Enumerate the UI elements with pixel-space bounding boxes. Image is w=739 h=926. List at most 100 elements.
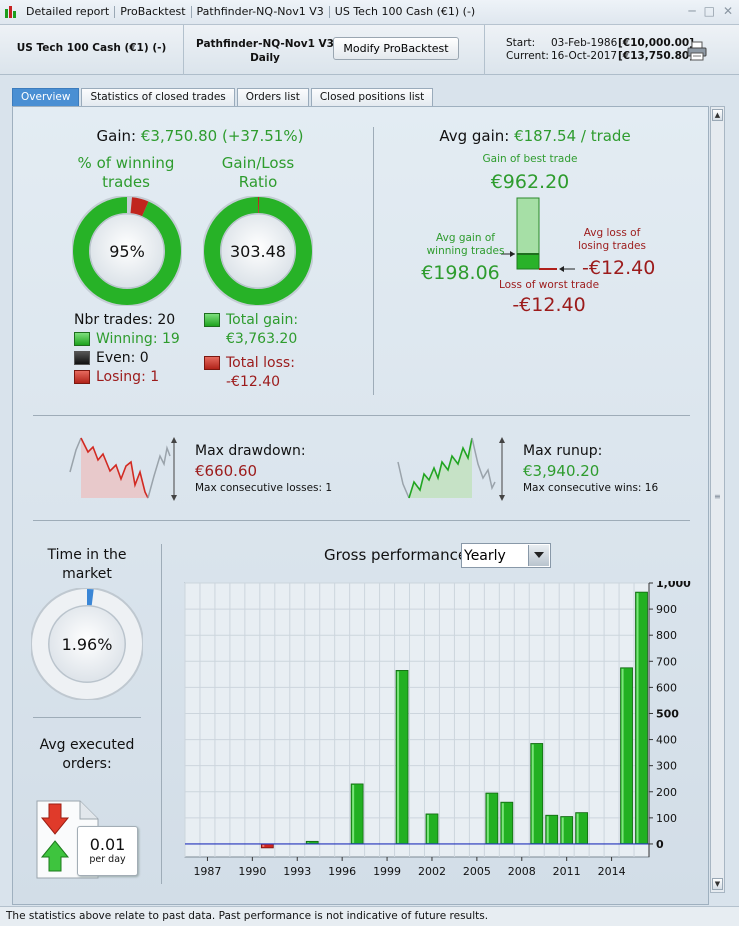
avg-win-value: €198.06 bbox=[421, 262, 500, 284]
total-gain-value: €3,763.20 bbox=[226, 330, 298, 347]
ratio-value-text: 303.48 bbox=[230, 242, 286, 261]
winning-count: Winning: 19 bbox=[74, 329, 180, 348]
orders-per-day-unit: per day bbox=[89, 854, 126, 865]
printer-icon[interactable] bbox=[686, 41, 708, 61]
x-tick-label: 2011 bbox=[553, 865, 581, 878]
tab-closed-positions-list[interactable]: Closed positions list bbox=[310, 88, 434, 106]
time-in-market-donut bbox=[31, 588, 143, 700]
maximize-icon[interactable]: □ bbox=[703, 4, 715, 18]
max-consecutive-losses: Max consecutive losses: 1 bbox=[195, 482, 333, 494]
x-tick-label: 1996 bbox=[328, 865, 356, 878]
candlestick-app-icon bbox=[4, 5, 18, 19]
avg-gain-gauge bbox=[501, 197, 575, 272]
crumb-strategy[interactable]: Pathfinder-NQ-Nov1 V3 bbox=[192, 6, 330, 18]
drawdown-sparkline-icon bbox=[69, 437, 177, 501]
y-tick-label: 600 bbox=[656, 681, 677, 694]
gain-loss-totals: Total gain: €3,763.20 Total loss: -€12.4… bbox=[204, 310, 298, 391]
winning-trades-title: % of winning trades bbox=[77, 154, 175, 191]
green-square-icon bbox=[204, 312, 220, 327]
orders-per-day-value: 0.01 bbox=[89, 835, 126, 854]
gross-performance-chart: 0 100 200 300 400 500 600 700 800 900 1,000 1987 199… bbox=[184, 581, 691, 878]
minimize-icon[interactable]: ─ bbox=[688, 4, 696, 18]
total-loss-label-row: Total loss: bbox=[204, 353, 298, 372]
x-tick-label: 1990 bbox=[238, 865, 266, 878]
best-trade-label: Gain of best trade bbox=[482, 153, 578, 165]
current-label: Current: bbox=[506, 50, 549, 62]
even-count: Even: 0 bbox=[74, 348, 180, 367]
gain-loss-ratio-title: Gain/Loss Ratio bbox=[221, 154, 295, 191]
y-tick-label: 400 bbox=[656, 734, 677, 747]
x-tick-label: 1999 bbox=[373, 865, 401, 878]
total-loss-value: -€12.40 bbox=[226, 373, 281, 390]
winning-pct-text: 95% bbox=[109, 242, 145, 261]
x-tick-label: 1987 bbox=[193, 865, 221, 878]
disclaimer-footer: The statistics above relate to past data… bbox=[0, 906, 739, 926]
max-runup-value: €3,940.20 bbox=[523, 462, 600, 480]
best-trade-value: €962.20 bbox=[490, 171, 570, 193]
max-drawdown-value: €660.60 bbox=[195, 462, 258, 480]
y-tick-label: 200 bbox=[656, 786, 677, 799]
y-tick-label: 900 bbox=[656, 603, 677, 616]
start-capital: [€10,000.00] bbox=[618, 37, 695, 49]
crumb-probacktest[interactable]: ProBacktest bbox=[115, 6, 192, 18]
max-runup-label: Max runup: bbox=[523, 443, 603, 459]
scroll-grip-icon[interactable]: ≡ bbox=[714, 492, 721, 501]
gross-performance-title: Gross performance bbox=[324, 546, 468, 564]
close-icon[interactable]: ✕ bbox=[722, 4, 733, 18]
gain-value: €3,750.80 (+37.51%) bbox=[140, 127, 304, 145]
worst-trade-value: -€12.40 bbox=[512, 294, 586, 316]
buy-arrow-icon bbox=[40, 840, 70, 872]
y-tick-label: 700 bbox=[656, 655, 677, 668]
crumb-instrument[interactable]: US Tech 100 Cash (€1) (-) bbox=[334, 5, 476, 18]
window-controls: ─ □ ✕ bbox=[688, 4, 733, 18]
avg-loss-label: Avg loss of losing trades bbox=[578, 227, 646, 252]
y-tick-label: 300 bbox=[656, 760, 677, 773]
scroll-down-icon[interactable]: ▼ bbox=[712, 878, 723, 890]
y-tick-label: 100 bbox=[656, 812, 677, 825]
sell-arrow-icon bbox=[40, 803, 70, 835]
red-square-icon bbox=[74, 369, 90, 384]
winning-trades-donut bbox=[72, 196, 182, 306]
start-date: 03-Feb-1986 bbox=[551, 37, 618, 49]
loss-share-arc bbox=[204, 197, 312, 305]
green-square-icon bbox=[74, 331, 90, 346]
report-header: US Tech 100 Cash (€1) (-) Pathfinder-NQ-… bbox=[0, 25, 739, 75]
x-tick-label: 2002 bbox=[418, 865, 446, 878]
crumb-detailed-report[interactable]: Detailed report bbox=[21, 6, 116, 18]
nbr-trades: Nbr trades: 20 bbox=[74, 311, 176, 328]
avg-gain-label: Avg gain: bbox=[439, 127, 515, 145]
x-tick-label: 1993 bbox=[283, 865, 311, 878]
time-in-market-value: 1.96% bbox=[61, 635, 113, 654]
trade-counts: Nbr trades: 20 Winning: 19 Even: 0 Losin… bbox=[74, 310, 180, 386]
avg-win-bar bbox=[516, 253, 540, 270]
x-tick-label: 2014 bbox=[598, 865, 626, 878]
title-bar: Detailed report ProBacktest Pathfinder-N… bbox=[0, 0, 739, 25]
y-tick-label: 0 bbox=[656, 838, 664, 851]
tab-orders-list[interactable]: Orders list bbox=[236, 88, 309, 106]
backtest-period: Start: 03-Feb-1986 [€10,000.00] Current:… bbox=[506, 37, 694, 63]
period-select[interactable]: Yearly bbox=[461, 543, 551, 568]
strategy-timeframe: Daily bbox=[250, 52, 280, 64]
tab-overview[interactable]: Overview bbox=[12, 88, 80, 106]
scroll-up-icon[interactable]: ▲ bbox=[712, 109, 723, 121]
gain-summary: Gain: €3,750.80 (+37.51%) bbox=[60, 127, 340, 145]
avg-loss-value: -€12.40 bbox=[582, 257, 656, 279]
y-tick-label: 500 bbox=[656, 707, 679, 720]
y-tick-label: 1,000 bbox=[656, 581, 691, 590]
current-capital: [€13,750.80] bbox=[618, 50, 695, 62]
time-in-market-title: Time in the market bbox=[47, 547, 127, 582]
x-tick-label: 2005 bbox=[463, 865, 491, 878]
y-tick-label: 800 bbox=[656, 629, 677, 642]
avg-gain-summary: Avg gain: €187.54 / trade bbox=[420, 127, 650, 145]
losing-count: Losing: 1 bbox=[74, 367, 180, 386]
max-consecutive-wins: Max consecutive wins: 16 bbox=[523, 482, 659, 494]
modify-probacktest-button[interactable]: Modify ProBacktest bbox=[333, 37, 459, 60]
x-tick-label: 2008 bbox=[508, 865, 536, 878]
gain-loss-ratio-donut bbox=[203, 196, 313, 306]
vertical-scrollbar[interactable]: ▲ ≡ ▼ bbox=[710, 106, 725, 893]
black-square-icon bbox=[74, 350, 90, 365]
avg-gain-value: €187.54 / trade bbox=[514, 127, 631, 145]
current-date: 16-Oct-2017 bbox=[551, 50, 618, 62]
tab-statistics-closed-trades[interactable]: Statistics of closed trades bbox=[81, 88, 235, 106]
avg-executed-orders-title: Avg executed orders: bbox=[39, 737, 135, 772]
